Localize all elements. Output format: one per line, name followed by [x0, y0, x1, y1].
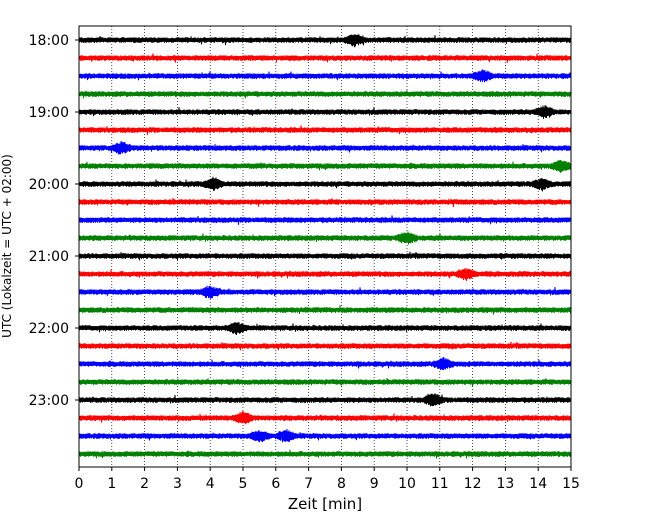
x-tick-label: 14 [529, 476, 547, 492]
x-tick-label: 8 [337, 476, 346, 492]
trace-1900 [78, 105, 572, 119]
trace-1800 [78, 34, 572, 48]
plot-frame [78, 25, 572, 468]
trace-2145 [78, 305, 572, 315]
trace-2100 [78, 251, 572, 261]
x-tick-label: 11 [431, 476, 449, 492]
trace-1845 [78, 90, 572, 99]
x-axis-label: Zeit [min] [288, 495, 362, 513]
trace-2245 [78, 377, 572, 387]
x-tick-label: 10 [398, 476, 416, 492]
trace-2130 [78, 285, 572, 299]
trace-2230 [78, 357, 572, 371]
trace-1930 [78, 141, 572, 155]
trace-1815 [78, 53, 572, 63]
y-tick-label: 19:00 [29, 105, 69, 121]
x-tick-label: 0 [75, 476, 84, 492]
x-tick-label: 1 [107, 476, 116, 492]
trace-1915 [78, 125, 572, 135]
x-tick-label: 9 [370, 476, 379, 492]
y-tick-label: 23:00 [29, 393, 69, 409]
axes-layer: 0 1 2 3 4 5 6 7 8 9 10 11 12 13 14 1518:0019:0020:0021:… [29, 25, 580, 492]
trace-2015 [78, 197, 572, 207]
trace-2045 [78, 231, 572, 245]
x-tick-label: 15 [562, 476, 580, 492]
trace-2330 [78, 429, 572, 443]
x-tick-label: 6 [271, 476, 280, 492]
trace-2215 [78, 341, 572, 351]
x-tick-label: 13 [496, 476, 514, 492]
x-tick-label: 5 [239, 476, 248, 492]
y-tick-label: 20:00 [29, 177, 69, 193]
trace-layer [78, 34, 572, 459]
trace-2200 [78, 322, 572, 335]
trace-2030 [78, 215, 572, 225]
trace-2345 [78, 449, 572, 459]
x-tick-label: 4 [206, 476, 215, 492]
y-tick-label: 18:00 [29, 33, 69, 49]
y-axis-label: UTC (Lokalzeit = UTC + 02:00) [0, 154, 14, 338]
y-tick-label: 21:00 [29, 249, 69, 265]
y-tick-label: 22:00 [29, 321, 69, 337]
x-tick-label: 12 [464, 476, 482, 492]
trace-1945 [78, 159, 572, 173]
trace-2315 [78, 410, 572, 425]
trace-1830 [78, 69, 572, 83]
x-tick-label: 2 [140, 476, 149, 492]
x-tick-label: 7 [304, 476, 313, 492]
x-tick-label: 3 [173, 476, 182, 492]
trace-2115 [78, 268, 572, 281]
trace-2000 [78, 176, 572, 192]
trace-2300 [78, 393, 572, 407]
